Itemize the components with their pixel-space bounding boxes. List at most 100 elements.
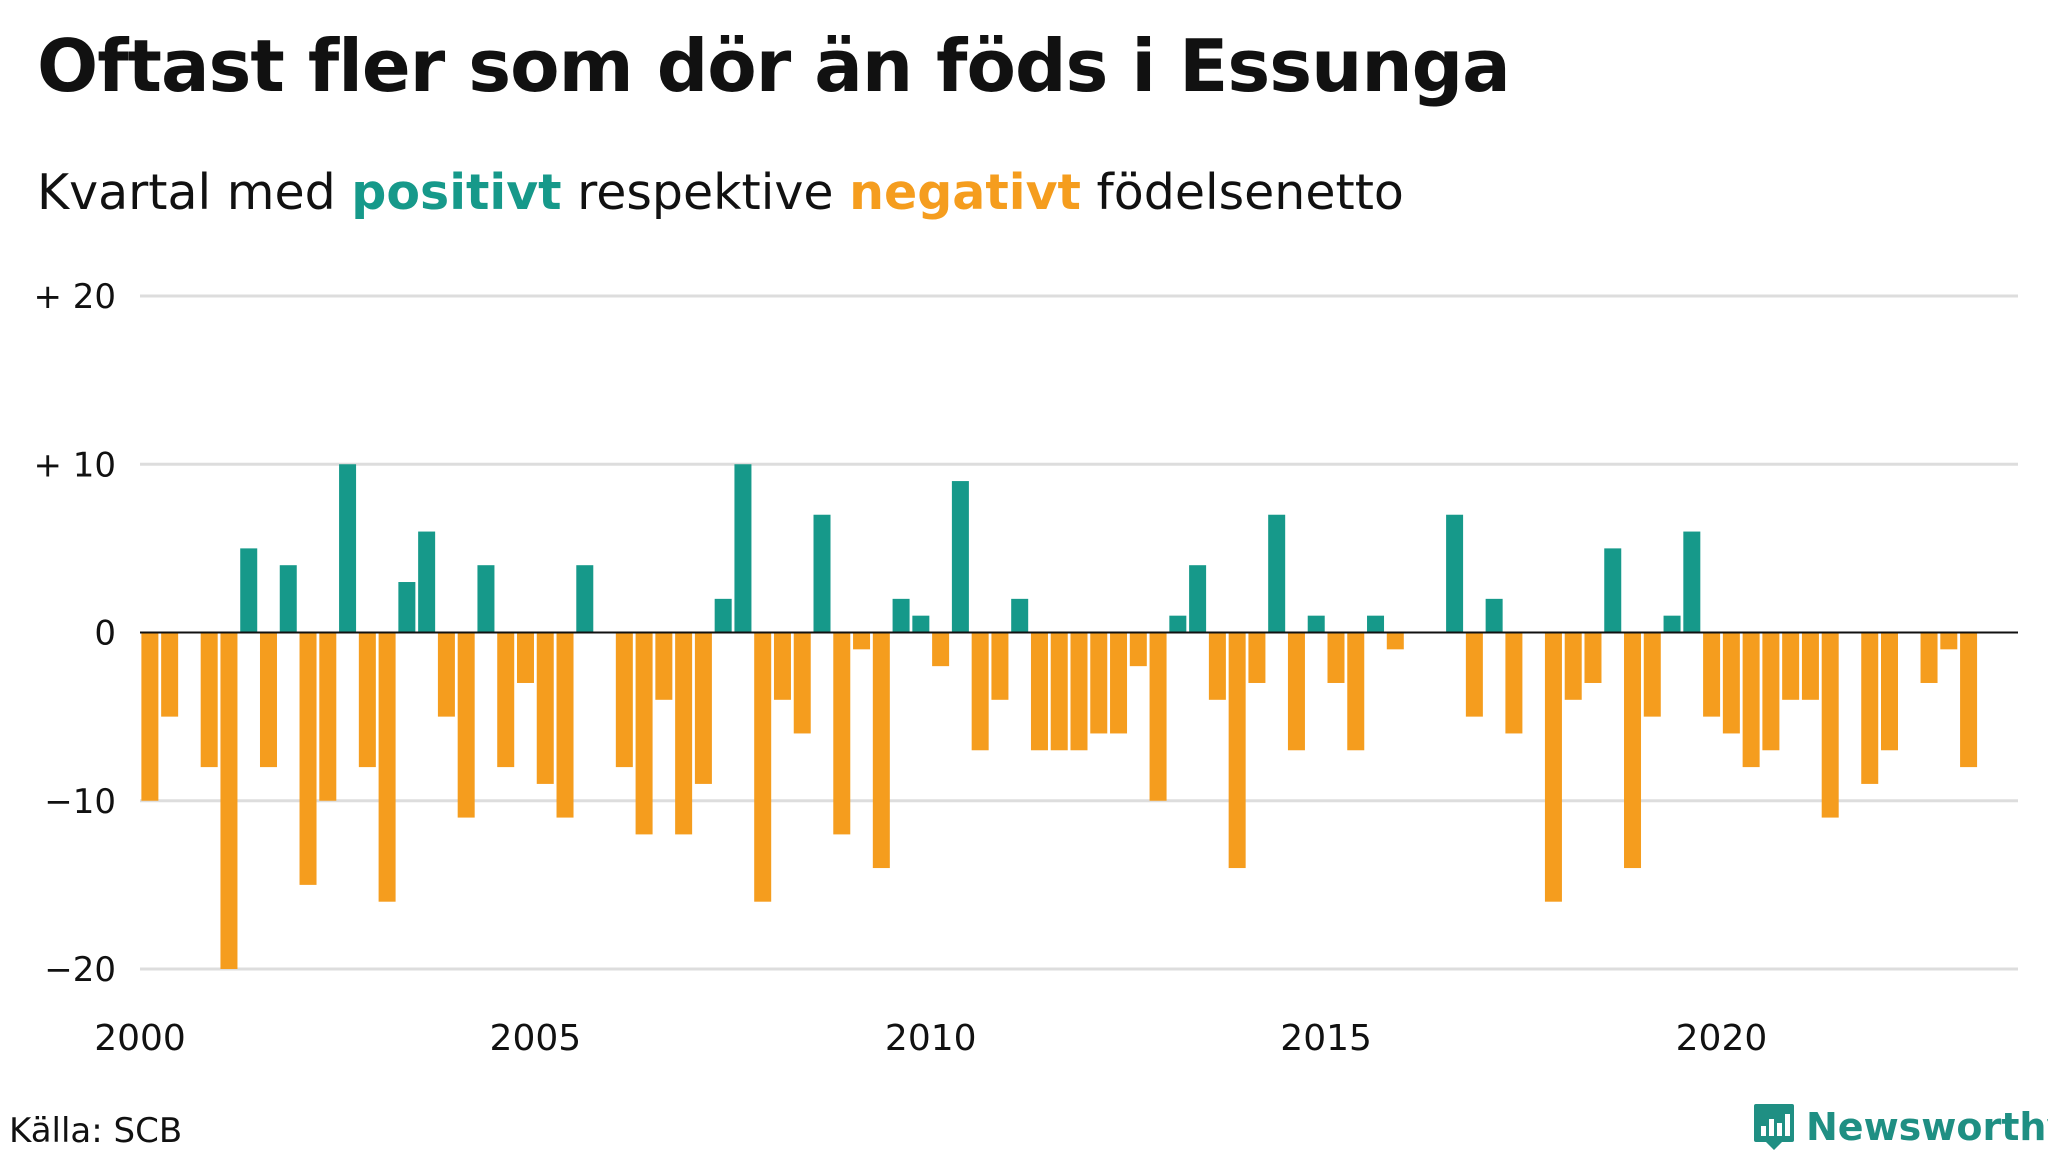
bar-positive <box>279 565 297 633</box>
bar-negative <box>1544 632 1562 902</box>
bar-positive <box>892 598 910 633</box>
bar-positive <box>398 582 416 633</box>
bar-negative <box>932 632 950 667</box>
subtitle-middle: respektive <box>561 164 850 221</box>
bar-negative <box>1920 632 1938 683</box>
chart-title: Oftast fler som dör än föds i Essunga <box>37 24 1511 108</box>
bar-negative <box>1129 632 1147 667</box>
bar-positive <box>477 565 495 633</box>
bar-negative <box>853 632 871 650</box>
bar-negative <box>615 632 633 768</box>
bar-positive <box>240 548 258 633</box>
y-tick-label: + 10 <box>33 445 116 485</box>
subtitle-suffix: födelsenetto <box>1080 164 1404 221</box>
subtitle-negative-label: negativt <box>849 164 1081 221</box>
bar-negative <box>1861 632 1879 784</box>
bar-negative <box>793 632 811 734</box>
bar-positive <box>813 514 831 633</box>
bar-positive <box>734 464 752 633</box>
bar-positive <box>1189 565 1207 633</box>
bar-negative <box>220 632 238 969</box>
y-tick-label: −20 <box>44 950 116 990</box>
bar-negative <box>1703 632 1721 717</box>
bar-negative <box>1090 632 1108 734</box>
bar-positive <box>576 565 594 633</box>
bar-negative <box>773 632 791 700</box>
bar-negative <box>161 632 179 717</box>
bar-negative <box>1248 632 1266 683</box>
bar-negative <box>1149 632 1167 801</box>
bar-positive <box>1485 598 1503 633</box>
bar-negative <box>1465 632 1483 717</box>
x-tick-label: 2005 <box>490 1018 582 1059</box>
bar-positive <box>1367 615 1385 633</box>
x-tick-label: 2000 <box>94 1018 186 1059</box>
bar-negative <box>319 632 337 801</box>
bar-negative <box>1386 632 1404 650</box>
x-tick-label: 2010 <box>885 1018 977 1059</box>
bar-positive <box>912 615 930 633</box>
bar-negative <box>1564 632 1582 700</box>
bar-positive <box>1683 531 1701 633</box>
y-tick-label: + 20 <box>33 277 116 317</box>
bar-negative <box>1801 632 1819 700</box>
bar-negative <box>1228 632 1246 869</box>
bar-negative <box>1584 632 1602 683</box>
bar-negative <box>1722 632 1740 734</box>
bar-positive <box>339 464 357 633</box>
bar-negative <box>1643 632 1661 717</box>
bar-positive <box>951 481 969 633</box>
bar-negative <box>299 632 317 885</box>
newsworthy-brand[interactable]: Newsworthy <box>1752 1102 2048 1152</box>
bar-negative <box>497 632 515 768</box>
bar-negative <box>1742 632 1760 768</box>
bar-negative <box>358 632 376 768</box>
bar-positive <box>1446 514 1464 633</box>
bar-negative <box>694 632 712 784</box>
bar-negative <box>378 632 396 902</box>
bar-negative <box>516 632 534 683</box>
bar-positive <box>1011 598 1029 633</box>
y-tick-label: 0 <box>94 614 116 654</box>
bar-negative <box>675 632 693 835</box>
bar-negative <box>1110 632 1128 734</box>
x-tick-label: 2015 <box>1280 1018 1372 1059</box>
y-axis-tick-labels: + 20 + 10 0 −10 −20 <box>33 277 116 990</box>
bar-positive <box>1169 615 1187 633</box>
bar-positive <box>1307 615 1325 633</box>
subtitle-positive-label: positivt <box>351 164 562 221</box>
bar-negative <box>1030 632 1048 751</box>
bar-negative <box>655 632 673 700</box>
brand-name: Newsworthy <box>1806 1105 2048 1149</box>
bar-positive <box>714 598 732 633</box>
subtitle-prefix: Kvartal med <box>37 164 352 221</box>
bar-negative <box>1208 632 1226 700</box>
bar-negative <box>833 632 851 835</box>
bar-negative <box>1287 632 1305 751</box>
bar-positive <box>1663 615 1681 633</box>
bar-negative <box>991 632 1009 700</box>
bar-negative <box>1960 632 1978 768</box>
grid-lines <box>140 294 2018 971</box>
bar-negative <box>872 632 890 869</box>
bar-negative <box>1624 632 1642 869</box>
source-note: Källa: SCB <box>9 1111 183 1151</box>
bar-negative <box>635 632 653 835</box>
bar-negative <box>971 632 989 751</box>
bars <box>141 464 1978 969</box>
bar-negative <box>457 632 475 818</box>
bar-negative <box>1881 632 1898 751</box>
bar-negative <box>556 632 574 818</box>
y-tick-label: −10 <box>44 782 116 822</box>
bar-negative <box>1347 632 1365 751</box>
bar-negative <box>1327 632 1345 683</box>
bar-negative <box>536 632 554 784</box>
bar-negative <box>754 632 772 902</box>
bar-negative <box>1070 632 1088 751</box>
bar-negative <box>1505 632 1523 734</box>
bar-positive <box>1604 548 1622 633</box>
x-tick-label: 2020 <box>1676 1018 1768 1059</box>
bar-negative <box>200 632 218 768</box>
bar-negative <box>259 632 277 768</box>
